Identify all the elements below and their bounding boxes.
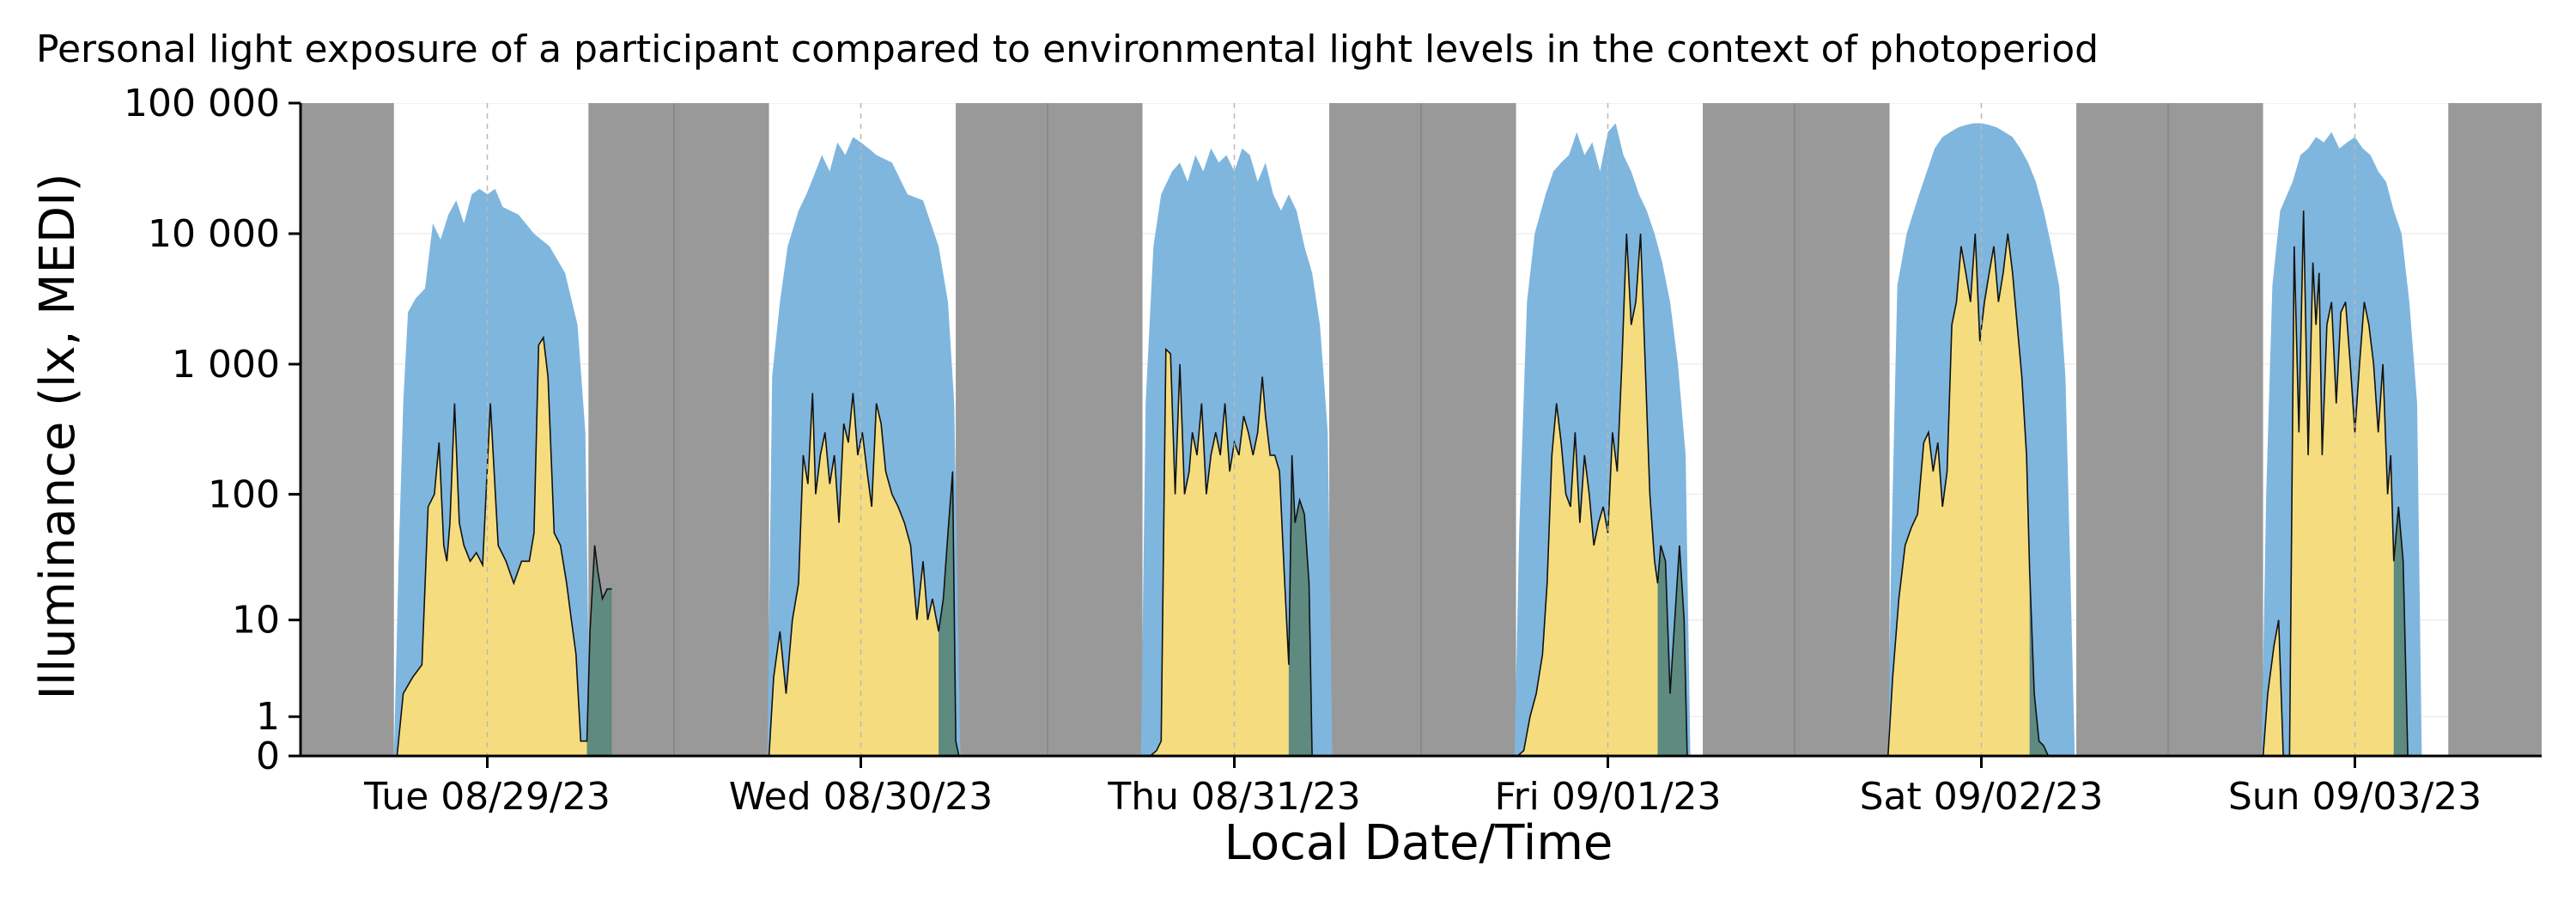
y-tick-label: 1 000: [172, 343, 280, 387]
x-tick-label: Wed 08/30/23: [729, 775, 993, 819]
y-tick-label: 10 000: [148, 212, 280, 256]
y-tick-label: 100 000: [124, 82, 280, 125]
night-shading-band: [588, 103, 769, 756]
night-shading-band: [1703, 103, 1890, 756]
personal-day-area: [769, 393, 939, 756]
personal-day-area: [1144, 349, 1289, 756]
personal-day-area: [1517, 234, 1658, 756]
x-axis-label: Local Date/Time: [1224, 815, 1613, 871]
personal-day-area: [1887, 234, 2030, 756]
x-tick-label: Thu 08/31/23: [1107, 775, 1360, 819]
personal-exposure-line: [1144, 347, 1313, 756]
night-shading-band: [2448, 103, 2542, 756]
x-tick-label: Fri 09/01/23: [1494, 775, 1721, 819]
personal-exposure-line: [396, 335, 612, 756]
personal-night-area: [939, 471, 959, 756]
personal-night-area: [2029, 570, 2049, 756]
night-shading-band: [2076, 103, 2263, 756]
personal-exposure-line: [768, 393, 960, 756]
personal-exposure-line: [2262, 210, 2409, 756]
personal-exposure-line: [1887, 233, 2050, 756]
y-tick-label: 1: [256, 695, 280, 739]
y-axis-label: Illuminance (lx, MEDI): [30, 174, 86, 700]
plot-area: 01 10 100 1 000 10 000 100 000 Tue 08/29/23 Wed…: [124, 82, 2542, 819]
chart-title: Personal light exposure of a participant…: [36, 27, 2099, 71]
personal-night-area: [2393, 506, 2409, 756]
night-shading-band: [956, 103, 1143, 756]
y-tick-label: 10: [232, 599, 280, 643]
personal-night-area: [586, 545, 612, 756]
personal-night-area: [1288, 454, 1313, 756]
personal-night-area: [1657, 545, 1687, 756]
y-tick-label: 0: [256, 734, 280, 778]
personal-day-area: [397, 337, 587, 756]
x-tick-label: Tue 08/29/23: [363, 775, 611, 819]
series-group: [301, 103, 2542, 756]
personal-exposure-line: [1516, 233, 1688, 756]
x-tick-label: Sat 09/02/23: [1860, 775, 2104, 819]
x-tick-label: Sun 09/03/23: [2228, 775, 2482, 819]
night-shading-band: [301, 103, 394, 756]
y-tick-label: 100: [208, 472, 280, 516]
night-shading-band: [1329, 103, 1516, 756]
